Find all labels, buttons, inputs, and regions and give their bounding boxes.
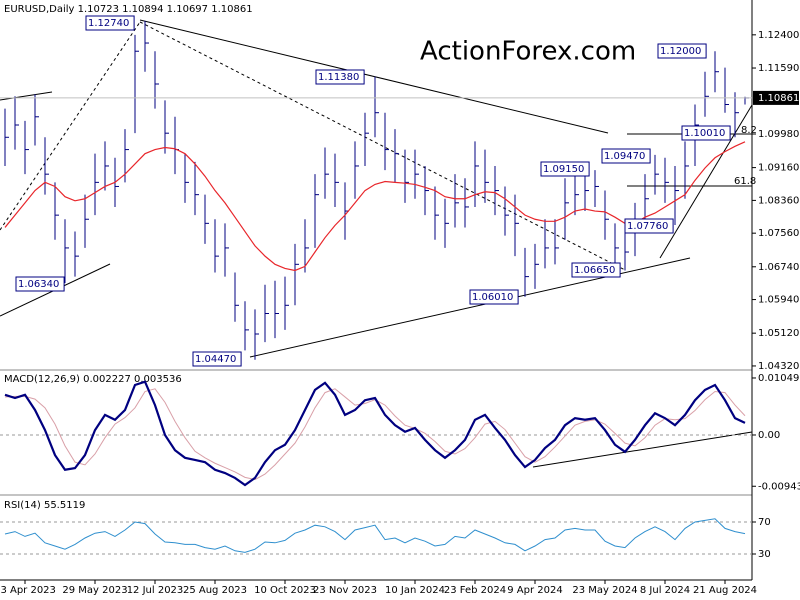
annotation-box xyxy=(681,125,731,141)
trend-line xyxy=(0,91,53,101)
y-tick-label: 1.07560 xyxy=(758,228,799,239)
annotation-box xyxy=(601,148,651,164)
annotation: 1.12000 xyxy=(660,46,701,57)
x-tick-label: 23 May 2024 xyxy=(572,585,637,596)
y-tick-label: 0.00 xyxy=(758,430,780,441)
annotation-box xyxy=(624,218,674,234)
x-tick-label: 23 Feb 2024 xyxy=(444,585,506,596)
trend-line xyxy=(139,19,609,134)
annotation-box xyxy=(15,276,65,292)
y-tick-label: 70 xyxy=(758,517,771,528)
y-tick-label: 1.08360 xyxy=(758,195,799,206)
y-tick-label: 0.01049 xyxy=(758,373,799,384)
annotation-box xyxy=(657,43,707,59)
annotation-box xyxy=(571,262,621,278)
annotation-box xyxy=(315,69,365,85)
annotation: 61.8 xyxy=(734,176,756,187)
annotation-box xyxy=(469,289,519,305)
y-tick-label: 1.09980 xyxy=(758,129,799,140)
annotation: 1.09150 xyxy=(543,164,584,175)
y-tick-label: 1.09160 xyxy=(758,163,799,174)
annotation: 1.12740 xyxy=(88,18,129,29)
annotation-box xyxy=(540,161,590,177)
x-tick-label: 10 Jan 2024 xyxy=(385,585,445,596)
x-tick-label: 10 Oct 2023 xyxy=(254,585,316,596)
annotation: 1.06650 xyxy=(574,265,615,276)
y-tick-label: 30 xyxy=(758,549,771,560)
x-tick-label: 21 Aug 2024 xyxy=(693,585,757,596)
rsi-title: RSI(14) 55.5119 xyxy=(4,500,85,511)
annotation: 1.07760 xyxy=(627,221,668,232)
annotation: 1.10010 xyxy=(684,128,725,139)
macd-line xyxy=(4,380,746,487)
y-tick-label: 1.05940 xyxy=(758,295,799,306)
y-tick-label: -0.009435 xyxy=(758,481,800,492)
trend-line xyxy=(532,431,753,468)
y-tick-label: 1.06740 xyxy=(758,262,799,273)
x-tick-label: 29 May 2023 xyxy=(62,585,127,596)
y-tick-label: 1.11590 xyxy=(758,63,799,74)
annotation: 1.06010 xyxy=(472,292,513,303)
last-price-label: 1.10861 xyxy=(758,93,799,104)
annotation-box xyxy=(85,15,135,31)
chart-title: EURUSD,Daily 1.10723 1.10894 1.10697 1.1… xyxy=(4,4,253,15)
last-price-box xyxy=(753,90,799,105)
trend-line xyxy=(659,104,753,259)
rsi-line xyxy=(4,518,746,553)
y-tick-label: 1.05120 xyxy=(758,328,799,339)
watermark: ActionForex.com xyxy=(420,37,636,67)
annotation: 1.06340 xyxy=(18,279,59,290)
macd-title: MACD(12,26,9) 0.002227 0.003536 xyxy=(4,374,182,385)
x-tick-label: 23 Nov 2023 xyxy=(313,585,377,596)
annotation: 1.04470 xyxy=(195,354,236,365)
annotation: 1.11380 xyxy=(318,72,359,83)
x-tick-label: 8 Jul 2024 xyxy=(640,585,690,596)
annotation: 1.09470 xyxy=(604,151,645,162)
annotation-box xyxy=(192,351,242,367)
y-tick-label: 1.12400 xyxy=(758,30,799,41)
moving-average xyxy=(4,141,746,272)
trend-line xyxy=(139,21,626,271)
x-tick-label: 13 Apr 2023 xyxy=(0,585,56,596)
x-tick-label: 9 Apr 2024 xyxy=(507,585,562,596)
y-tick-label: 1.04320 xyxy=(758,361,799,372)
x-tick-label: 12 Jul 2023 xyxy=(127,585,184,596)
x-tick-label: 25 Aug 2023 xyxy=(183,585,247,596)
annotation: 8.2 xyxy=(741,125,757,136)
